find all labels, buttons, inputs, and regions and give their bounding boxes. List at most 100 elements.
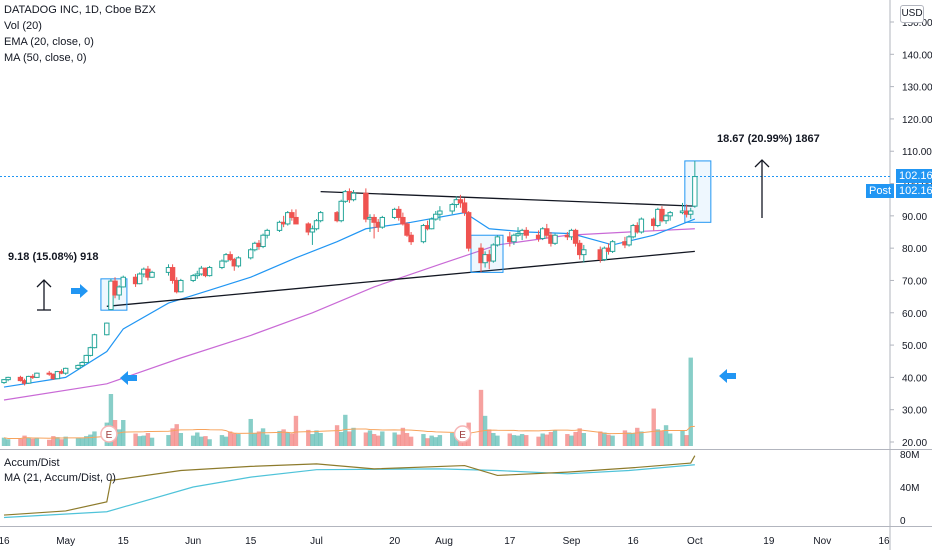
volume-bar xyxy=(598,431,603,446)
last-price-label: 102.16 xyxy=(896,169,932,183)
volume-bar xyxy=(425,438,430,446)
candle-body xyxy=(350,192,357,201)
time-tick-label: 17 xyxy=(504,536,516,547)
volume-bar xyxy=(363,432,369,446)
volume-bar xyxy=(659,430,665,446)
price-tick-label: 30.00 xyxy=(902,406,927,417)
time-tick-label: Sep xyxy=(563,536,581,547)
legend-ema[interactable]: EMA (20, close, 0) xyxy=(4,36,94,48)
volume-bar xyxy=(663,425,669,446)
legend-ma[interactable]: MA (50, close, 0) xyxy=(4,52,87,64)
candle-body xyxy=(494,236,501,246)
volume-bar xyxy=(5,439,11,446)
volume-bar xyxy=(223,436,229,446)
volume-bar xyxy=(195,432,200,446)
candle-body xyxy=(120,276,126,288)
volume-bar xyxy=(334,425,340,446)
price-tick-label: 140.00 xyxy=(902,50,932,61)
candle-body xyxy=(87,347,94,356)
currency-badge[interactable]: USD xyxy=(900,5,924,23)
candle-body xyxy=(577,242,583,256)
time-tick-label: Oct xyxy=(687,536,703,547)
candle-body xyxy=(264,229,270,236)
volume-bar xyxy=(602,432,607,446)
candle-body xyxy=(408,234,414,243)
candle-body xyxy=(248,249,254,259)
candle-body xyxy=(17,376,24,382)
volume-bar xyxy=(667,433,673,446)
candle-body xyxy=(400,216,406,225)
volume-bar xyxy=(338,431,344,446)
candle-body xyxy=(206,267,213,277)
right-up-arrow-head xyxy=(754,159,770,168)
volume-bar xyxy=(400,427,406,446)
volume-bar xyxy=(450,433,455,446)
candle-body xyxy=(79,362,85,366)
volume-bar xyxy=(285,432,290,446)
price-tick-label: 120.00 xyxy=(902,115,932,126)
volume-bar xyxy=(376,435,381,446)
volume-bar xyxy=(133,433,138,446)
candle-body xyxy=(461,202,468,214)
volume-bar xyxy=(565,434,570,446)
time-tick-label: Jun xyxy=(185,536,201,547)
volume-bar xyxy=(63,436,68,446)
candle-body xyxy=(437,210,443,215)
candle-body xyxy=(638,218,645,233)
volume-bar xyxy=(108,394,114,446)
candle-body xyxy=(149,271,155,278)
volume-bar xyxy=(190,435,196,446)
volume-bar xyxy=(219,435,225,446)
time-tick-label: 15 xyxy=(118,536,130,547)
volume-bar xyxy=(487,429,492,446)
volume-bar xyxy=(293,415,299,446)
earnings-marker-label: E xyxy=(106,430,113,441)
legend-accum-dist[interactable]: Accum/Dist xyxy=(4,457,60,469)
candle-body xyxy=(490,244,497,262)
candle-body xyxy=(663,215,669,222)
candle-body xyxy=(285,212,291,225)
volume-bar xyxy=(137,436,142,446)
volume-bar xyxy=(248,418,253,446)
candle-body xyxy=(449,204,455,212)
volume-bar xyxy=(630,433,636,446)
volume-bar xyxy=(569,435,574,446)
candle-body xyxy=(178,279,184,293)
volume-bar xyxy=(203,436,208,446)
volume-bar xyxy=(264,434,270,446)
volume-bar xyxy=(536,436,541,446)
ad-tick-label: 40M xyxy=(900,483,919,494)
volume-bar xyxy=(178,433,184,446)
volume-bar xyxy=(59,439,64,446)
volume-bar xyxy=(34,438,40,446)
volume-bar xyxy=(437,435,443,446)
time-tick-label: 15 xyxy=(245,536,257,547)
candle-body xyxy=(420,225,427,243)
volume-bar xyxy=(552,430,558,446)
volume-bar xyxy=(515,435,521,446)
candle-body xyxy=(104,322,110,336)
blue-arrow-left-icon xyxy=(719,369,736,383)
candle-body xyxy=(692,176,698,207)
left-up-arrow-head xyxy=(36,279,52,288)
ad-tick-label: 80M xyxy=(900,450,919,461)
candle-body xyxy=(190,275,196,281)
ma-50-line xyxy=(3,228,695,401)
candle-body xyxy=(667,212,673,217)
post-market-price: 102.16 xyxy=(896,184,932,198)
volume-bar xyxy=(79,438,85,446)
legend-vol[interactable]: Vol (20) xyxy=(4,20,42,32)
volume-bar xyxy=(367,430,373,446)
volume-bar xyxy=(511,435,517,446)
candle-body xyxy=(169,267,176,281)
candle-body xyxy=(235,257,242,267)
earnings-marker-label: E xyxy=(459,430,466,441)
volume-bar xyxy=(51,436,56,446)
volume-bar xyxy=(519,434,525,446)
volume-bar xyxy=(227,431,233,446)
candle-body xyxy=(219,260,225,269)
price-tick-label: 20.00 xyxy=(902,438,927,449)
volume-bar xyxy=(75,437,81,446)
legend-accum-dist-ma[interactable]: MA (21, Accum/Dist, 0) xyxy=(4,472,116,484)
